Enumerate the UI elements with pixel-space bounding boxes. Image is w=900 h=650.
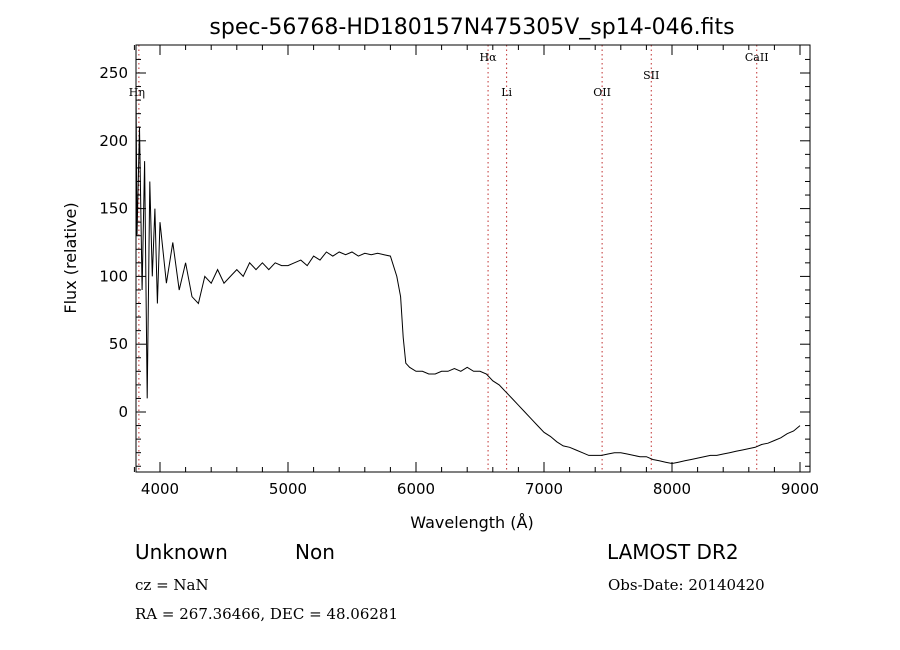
- obs-date: Obs-Date: 20140420: [608, 576, 765, 594]
- y-axis-label: Flux (relative): [61, 202, 80, 313]
- spectral-line-label: SII: [643, 69, 659, 82]
- spectral-line-label: Li: [501, 86, 512, 99]
- y-tick-label: 100: [99, 267, 128, 285]
- x-tick-label: 8000: [653, 480, 691, 498]
- coordinates: RA = 267.36466, DEC = 48.06281: [135, 605, 398, 623]
- object-subclass: Non: [295, 540, 335, 564]
- x-tick-label: 7000: [525, 480, 563, 498]
- y-tick-label: 200: [99, 132, 128, 150]
- x-tick-label: 4000: [141, 480, 179, 498]
- spectral-line-label: OII: [593, 86, 611, 99]
- x-axis-label: Wavelength (Å): [410, 513, 533, 532]
- x-tick-label: 9000: [781, 480, 819, 498]
- redshift-cz: cz = NaN: [135, 576, 209, 594]
- survey-name: LAMOST DR2: [607, 540, 739, 564]
- spectrum-line: [135, 86, 801, 465]
- spectral-line-label: Hη: [129, 86, 145, 99]
- y-tick-label: 50: [109, 335, 128, 353]
- x-tick-label: 5000: [269, 480, 307, 498]
- spectral-lines-layer: Hη Hα Li OII SII CaII: [129, 45, 769, 472]
- chart-title: spec-56768-HD180157N475305V_sp14-046.fit…: [209, 15, 734, 40]
- y-tick-label: 150: [99, 200, 128, 218]
- spectral-line-label: CaII: [745, 51, 769, 64]
- plot-frame: [135, 44, 811, 473]
- y-tick-label: 250: [99, 64, 128, 82]
- x-tick-label: 6000: [397, 480, 435, 498]
- spectral-line-label: Hα: [480, 51, 498, 64]
- object-class: Unknown: [135, 540, 228, 564]
- y-tick-label: 0: [118, 403, 128, 421]
- axis-ticks-layer: 4000 5000 6000 7000 8000 9000 0 50 100 150 200 250: [99, 45, 819, 498]
